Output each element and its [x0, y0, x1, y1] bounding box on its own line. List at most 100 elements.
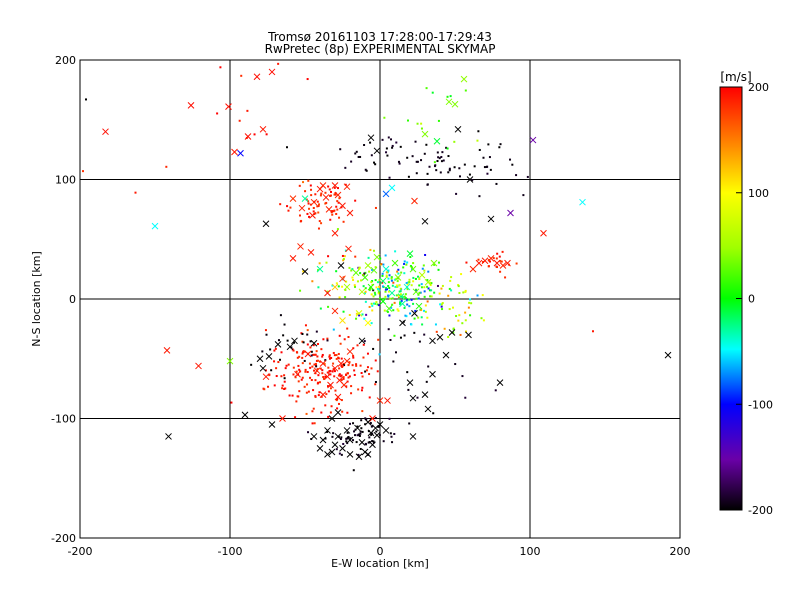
- data-point-cross: [433, 137, 441, 145]
- data-point-dot: [299, 289, 302, 292]
- data-point-dot: [338, 216, 341, 219]
- data-point-dot: [295, 370, 298, 373]
- data-point-dot: [294, 416, 297, 419]
- data-point-dot: [336, 208, 339, 211]
- data-point-dot: [374, 266, 377, 269]
- data-point-dot: [344, 166, 347, 169]
- data-point-dot: [407, 175, 410, 178]
- data-point-dot: [304, 324, 307, 327]
- data-point-dot: [312, 344, 315, 347]
- data-point-dot: [246, 109, 249, 112]
- data-point-dot: [292, 373, 295, 376]
- data-point-cross: [226, 357, 234, 365]
- data-point-dot: [316, 200, 319, 203]
- data-point-dot: [317, 286, 320, 289]
- data-point-dot: [337, 402, 340, 405]
- data-point-dot: [428, 289, 431, 292]
- data-point-dot: [402, 266, 405, 269]
- data-point-cross: [346, 450, 354, 458]
- data-point-dot: [378, 289, 381, 292]
- data-point-dot: [376, 370, 379, 373]
- data-point-dot: [385, 151, 388, 154]
- data-point-dot: [362, 356, 365, 359]
- data-point-dot: [343, 255, 346, 258]
- data-point-dot: [443, 327, 446, 330]
- data-point-dot: [320, 348, 323, 351]
- data-point-dot: [345, 440, 348, 443]
- data-point-dot: [420, 127, 423, 130]
- data-point-cross: [253, 73, 261, 81]
- data-point-dot: [333, 193, 336, 196]
- data-point-dot: [458, 167, 461, 170]
- data-point-dot: [425, 143, 428, 146]
- data-point-dot: [423, 333, 426, 336]
- data-point-dot: [368, 289, 371, 292]
- data-point-dot: [320, 395, 323, 398]
- data-point-dot: [378, 353, 381, 356]
- data-point-dot: [352, 469, 355, 472]
- data-point-dot: [265, 133, 268, 136]
- data-point-cross: [343, 427, 351, 434]
- data-point-dot: [361, 430, 364, 433]
- data-point-dot: [294, 376, 297, 379]
- data-point-dot: [398, 162, 401, 165]
- data-point-dot: [341, 410, 344, 413]
- data-point-dot: [449, 95, 452, 98]
- data-point-dot: [340, 453, 343, 456]
- data-point-dot: [386, 154, 389, 157]
- data-point-dot: [431, 91, 434, 94]
- data-point-dot: [406, 119, 409, 122]
- data-point-dot: [393, 334, 396, 337]
- data-point-dot: [327, 390, 330, 393]
- data-point-dot: [476, 139, 479, 142]
- data-point-dot: [333, 370, 336, 373]
- data-point-dot: [307, 179, 310, 182]
- data-point-dot: [405, 299, 408, 302]
- data-point-dot: [315, 330, 318, 333]
- data-point-dot: [382, 297, 385, 300]
- data-point-dot: [340, 436, 343, 439]
- data-point-cross: [358, 288, 366, 296]
- data-point-dot: [279, 314, 282, 317]
- data-point-dot: [370, 293, 373, 296]
- data-point-dot: [391, 297, 394, 300]
- data-point-dot: [368, 436, 371, 439]
- data-point-dot: [264, 329, 267, 332]
- data-point-cross: [421, 217, 429, 225]
- data-point-dot: [423, 309, 426, 312]
- data-point-cross: [165, 433, 172, 440]
- data-point-dot: [492, 257, 495, 260]
- data-point-dot: [350, 392, 353, 395]
- data-points: [82, 62, 672, 472]
- data-point-dot: [314, 193, 317, 196]
- data-point-dot: [253, 133, 256, 136]
- data-point-dot: [403, 334, 406, 337]
- data-point-dot: [418, 291, 421, 294]
- data-point-dot: [467, 306, 470, 309]
- data-point-dot: [405, 315, 408, 318]
- data-point-dot: [327, 366, 330, 369]
- data-point-dot: [395, 284, 398, 287]
- data-point-dot: [385, 147, 388, 150]
- data-point-dot: [319, 307, 322, 310]
- data-point-dot: [297, 364, 300, 367]
- data-point-dot: [509, 158, 512, 161]
- data-point-cross: [340, 381, 348, 389]
- data-point-dot: [483, 166, 486, 169]
- data-point-dot: [415, 288, 418, 291]
- data-point-dot: [291, 394, 294, 397]
- data-point-dot: [305, 391, 308, 394]
- data-point-dot: [459, 333, 462, 336]
- data-point-dot: [328, 370, 331, 373]
- data-point-dot: [381, 281, 384, 284]
- data-point-dot: [301, 356, 304, 359]
- data-point-dot: [321, 369, 324, 372]
- data-point-cross: [259, 125, 267, 133]
- data-point-dot: [370, 302, 373, 305]
- data-point-dot: [298, 214, 301, 217]
- data-point-cross: [460, 75, 468, 83]
- data-point-dot: [337, 201, 340, 204]
- data-point-dot: [450, 289, 453, 292]
- data-point-dot: [409, 312, 412, 315]
- data-point-dot: [355, 317, 358, 320]
